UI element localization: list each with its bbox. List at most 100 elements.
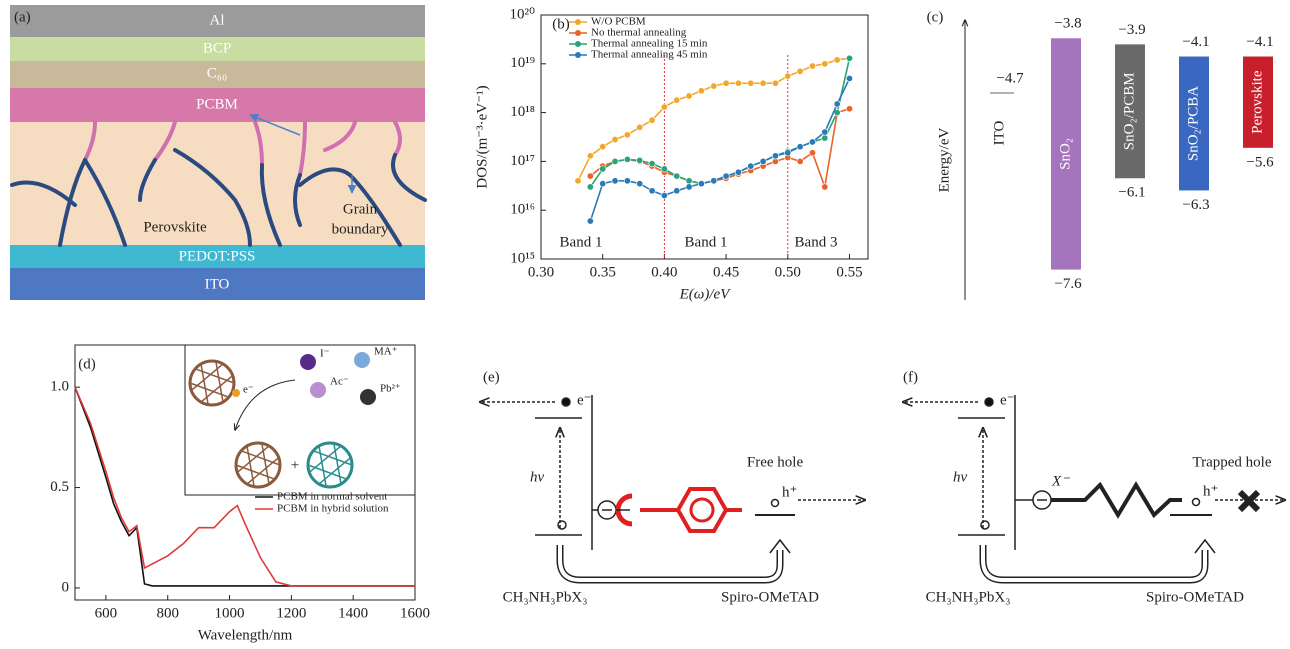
- data-point: [711, 178, 717, 184]
- data-point: [637, 124, 643, 130]
- photon-label: hν: [953, 469, 968, 485]
- y-tick-label: 10²⁰: [509, 6, 535, 22]
- data-point: [686, 184, 692, 190]
- electron-dot: [985, 398, 993, 406]
- data-point: [674, 97, 680, 103]
- transfer-arrow: [560, 545, 780, 580]
- x-tick-label: 0.35: [590, 264, 616, 280]
- ion-label: I⁻: [320, 348, 330, 360]
- hole-dot: [981, 521, 989, 529]
- level-label: −4.1: [1246, 34, 1273, 50]
- category-label: SnO₂/PCBM: [1121, 72, 1137, 150]
- series-line: [590, 79, 849, 222]
- legend-marker: [575, 30, 581, 36]
- data-point: [822, 61, 828, 67]
- y-tick-label: 10¹⁵: [510, 250, 535, 266]
- data-point: [587, 184, 593, 190]
- blocked: [1240, 492, 1258, 510]
- ion: [300, 354, 316, 370]
- photon-label: hν: [530, 469, 545, 485]
- x-tick-label: 0.40: [651, 264, 677, 280]
- electron-dot: [562, 398, 570, 406]
- legend-label: Thermal annealing 45 min: [591, 49, 708, 61]
- benzene-ring: [691, 499, 713, 521]
- data-point: [822, 184, 828, 190]
- x-tick-label: 0.30: [528, 264, 554, 280]
- y-tick-label: 10¹⁷: [510, 153, 535, 169]
- series-line: [590, 58, 849, 187]
- level-label: −3.9: [1118, 22, 1145, 38]
- transfer-arrow: [983, 545, 1205, 580]
- data-point: [809, 150, 815, 156]
- data-point: [797, 158, 803, 164]
- series-line: [578, 58, 850, 181]
- data-point: [599, 166, 605, 172]
- transfer-arrow: [983, 545, 1205, 580]
- x-tick-label: 0.55: [836, 264, 862, 280]
- level-label: −7.6: [1054, 276, 1082, 292]
- hole-dot: [558, 521, 566, 529]
- figure: (a) Al BCP C₆₀ PCBM PEDOT:PSS ITO Perovs…: [0, 0, 1290, 649]
- x-tick-label: 1400: [338, 605, 368, 621]
- electron-label: e⁻: [243, 384, 254, 396]
- data-point: [661, 166, 667, 172]
- panel-e: [480, 395, 865, 580]
- layer-label: PEDOT:PSS: [179, 248, 256, 264]
- level-label: −6.1: [1118, 185, 1145, 201]
- electron: [232, 389, 240, 397]
- legend-marker: [575, 52, 581, 58]
- ion-label: Pb²⁺: [380, 383, 401, 395]
- data-point: [587, 218, 593, 224]
- data-point: [637, 180, 643, 186]
- data-point: [772, 80, 778, 86]
- x-axis-label: Wavelength/nm: [198, 627, 293, 643]
- panel-label: (f): [903, 369, 918, 385]
- plus: +: [291, 457, 299, 473]
- material-label: Spiro-OMeTAD: [721, 589, 819, 605]
- data-point: [797, 144, 803, 150]
- layer-label: BCP: [203, 40, 231, 56]
- region-label: boundary: [332, 221, 389, 237]
- data-point: [587, 173, 593, 179]
- legend-label: PCBM in normal solvent: [277, 491, 387, 503]
- y-tick-label: 1.0: [50, 379, 69, 395]
- transfer-arrow: [560, 545, 780, 580]
- data-point: [735, 80, 741, 86]
- data-point: [698, 180, 704, 186]
- hole-dot: [772, 500, 779, 507]
- level-label: −3.8: [1054, 16, 1081, 32]
- category-label: Perovskite: [1249, 70, 1265, 134]
- data-point: [599, 180, 605, 186]
- electron-label: e⁻: [1000, 392, 1015, 408]
- data-point: [834, 101, 840, 107]
- data-point: [822, 129, 828, 135]
- data-point: [612, 178, 618, 184]
- data-point: [809, 139, 815, 145]
- category-label: ITO: [991, 121, 1007, 146]
- panel-a: (a) Al BCP C₆₀ PCBM PEDOT:PSS ITO Perovs…: [10, 5, 425, 300]
- x-axis-label: E(ω)/eV: [679, 286, 732, 302]
- band-label: Band 3: [795, 234, 838, 250]
- material-label: CH₃NH₃PbX₃: [503, 589, 588, 605]
- data-point: [649, 188, 655, 194]
- x-tick-label: 1200: [276, 605, 306, 621]
- data-point: [846, 55, 852, 61]
- data-point: [686, 93, 692, 99]
- y-tick-label: 10¹⁶: [510, 202, 535, 218]
- hole-label: h⁺: [1203, 483, 1218, 499]
- x-tick-label: 0.50: [775, 264, 801, 280]
- y-tick-label: 0: [62, 579, 70, 595]
- data-point: [624, 156, 630, 162]
- legend-label: PCBM in hybrid solution: [277, 503, 389, 515]
- data-point: [674, 188, 680, 194]
- electron-label: e⁻: [577, 392, 592, 408]
- series-line: [590, 109, 849, 187]
- hole-state: Trapped hole: [1192, 454, 1271, 470]
- data-point: [711, 83, 717, 89]
- layer-label: ITO: [205, 276, 230, 292]
- data-point: [587, 153, 593, 159]
- y-axis-label: Energy/eV: [936, 127, 952, 192]
- panel-label: (d): [78, 356, 96, 372]
- anion-label: X⁻: [1051, 473, 1070, 489]
- data-point: [834, 57, 840, 63]
